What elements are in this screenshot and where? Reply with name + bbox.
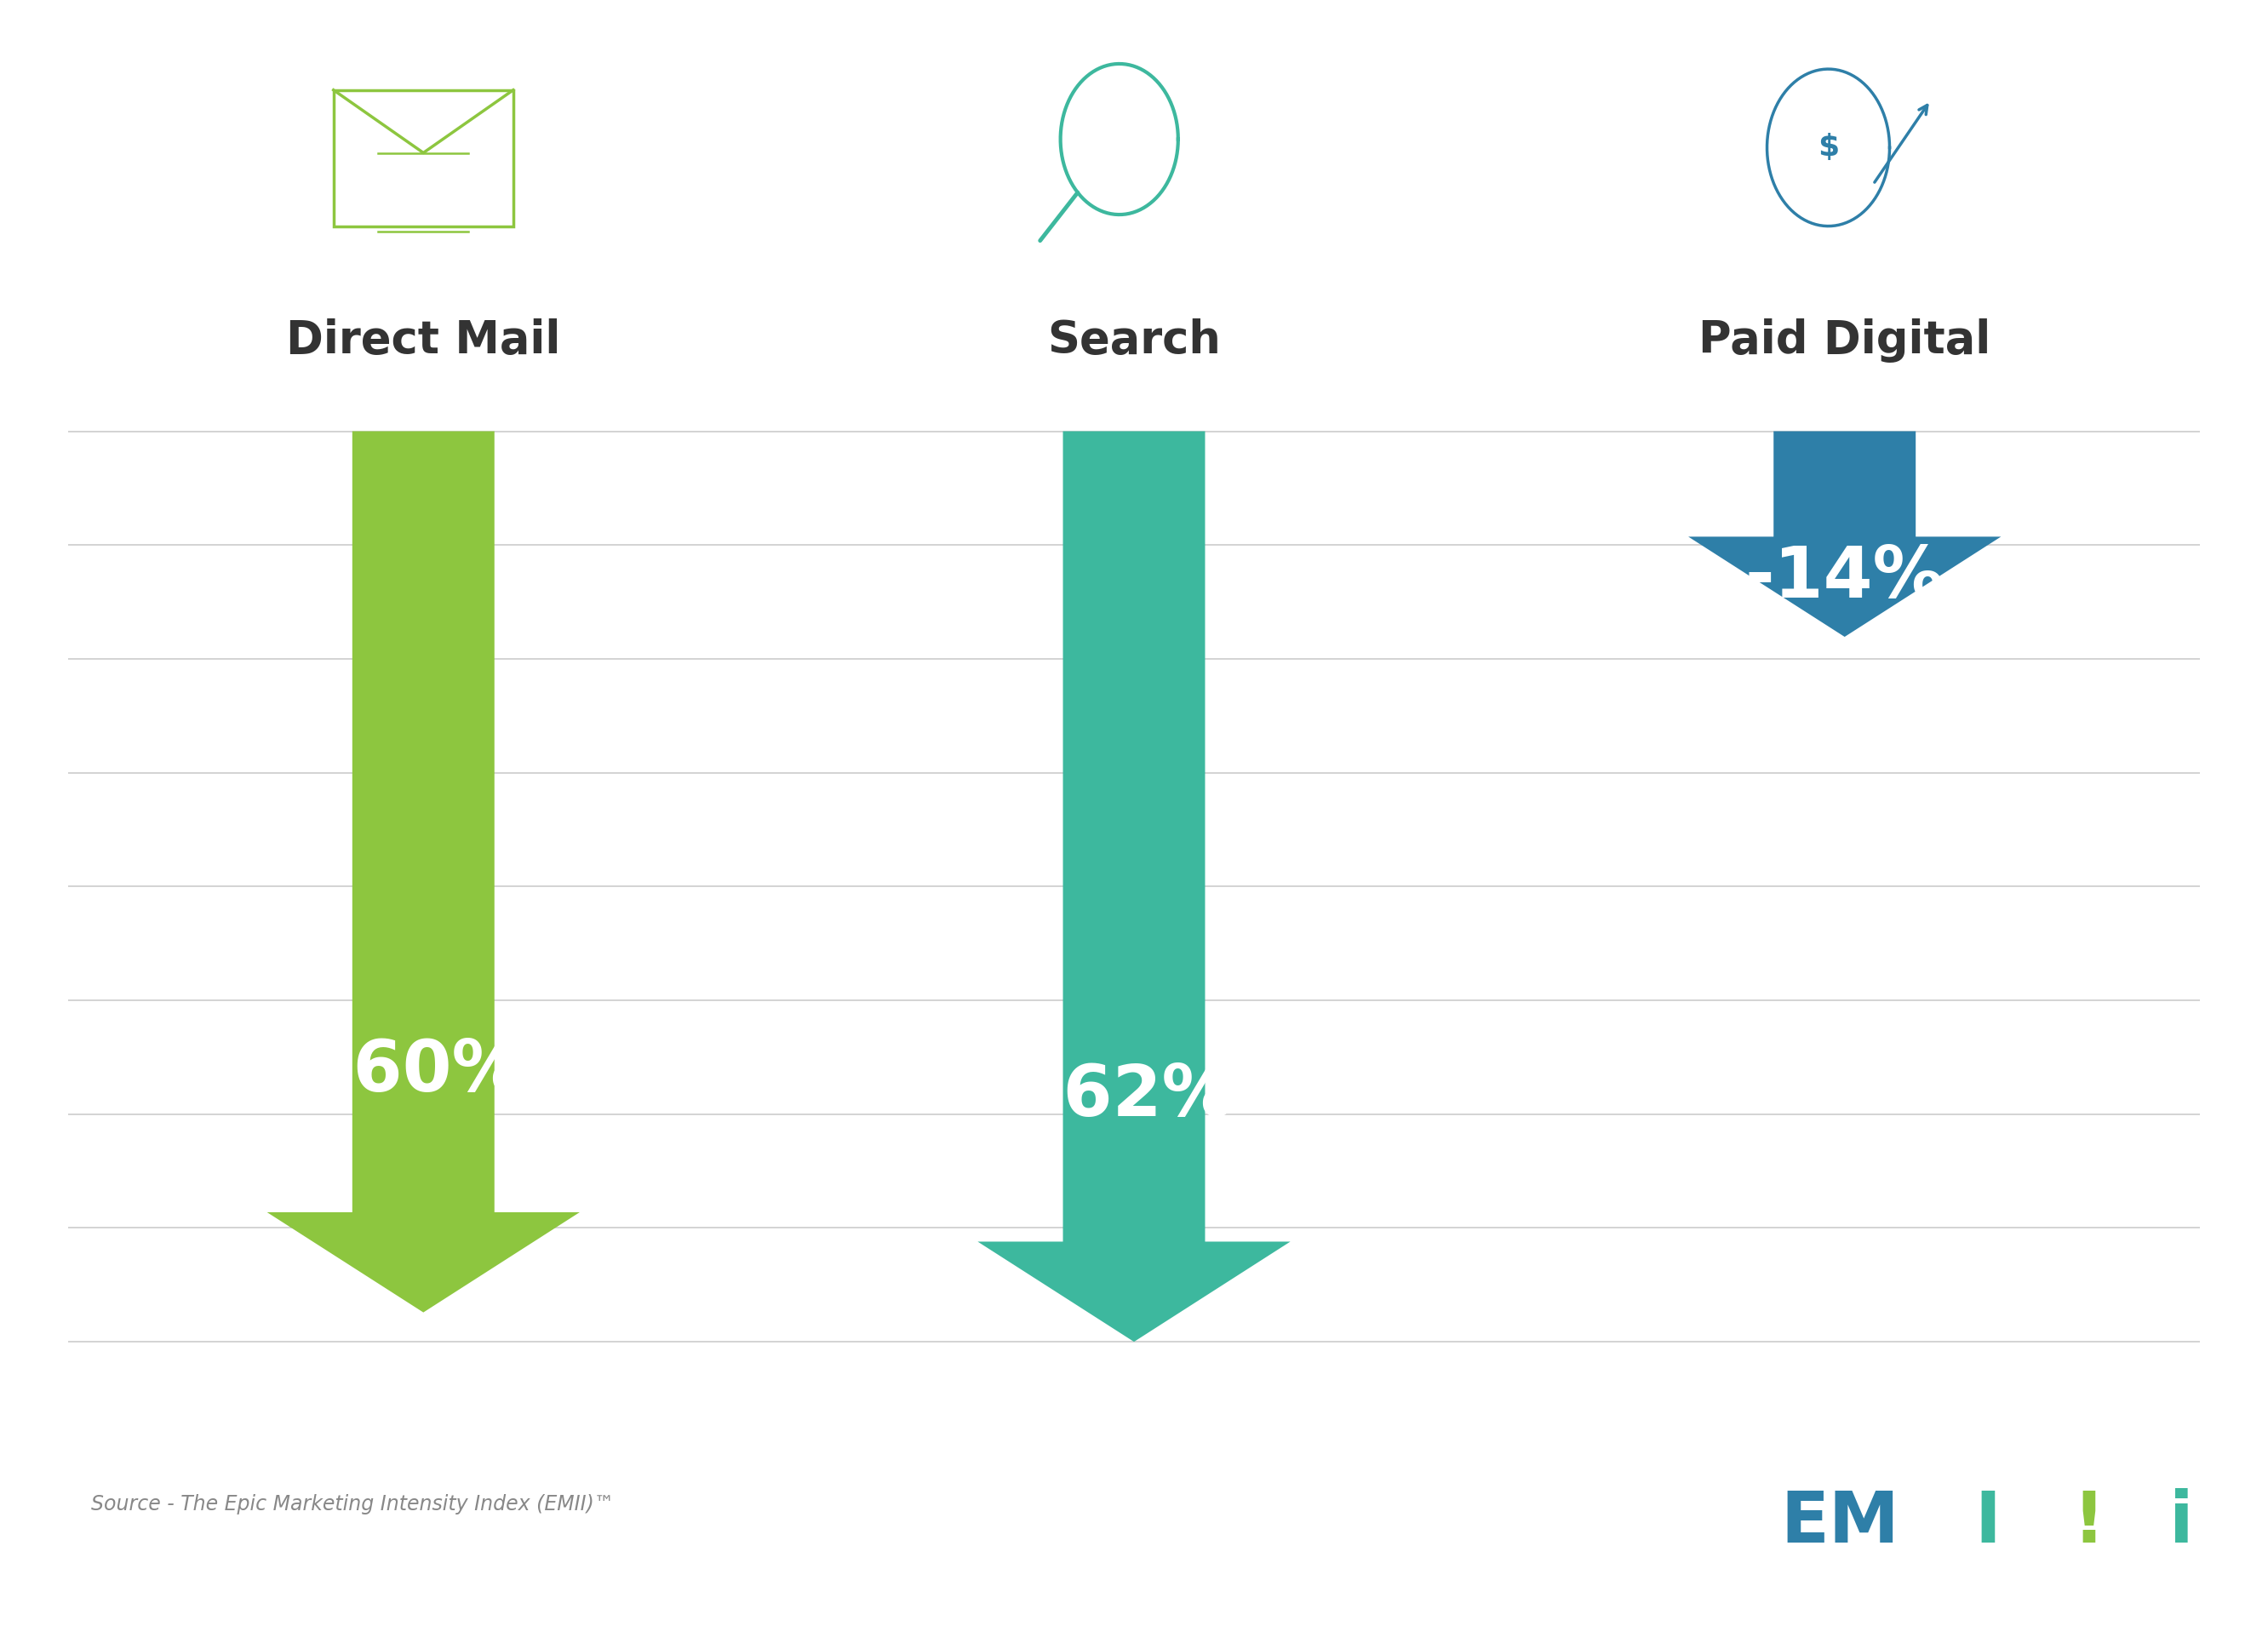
Polygon shape <box>1687 431 2000 637</box>
Text: i: i <box>2170 1488 2193 1556</box>
Text: Paid Digital: Paid Digital <box>1699 319 1991 363</box>
Text: -14%: -14% <box>1744 543 1944 611</box>
Text: Direct Mail: Direct Mail <box>286 319 560 363</box>
Text: % CHANGE IN EST. CHANNEL SPEND: Q2 2020 VS. Q2 2019: % CHANGE IN EST. CHANNEL SPEND: Q2 2020 … <box>127 46 2141 104</box>
Text: Search: Search <box>1048 319 1220 363</box>
Text: Source - The Epic Marketing Intensity Index (EMII)™: Source - The Epic Marketing Intensity In… <box>91 1494 615 1514</box>
Text: -60%: -60% <box>324 1037 524 1106</box>
Text: EM: EM <box>1780 1488 1901 1556</box>
Text: -62%: -62% <box>1034 1062 1234 1130</box>
Text: !: ! <box>2073 1488 2105 1556</box>
Polygon shape <box>978 431 1290 1341</box>
Text: I: I <box>1975 1488 2000 1556</box>
Text: $: $ <box>1817 133 1839 163</box>
Bar <box>333 89 513 226</box>
Polygon shape <box>268 431 581 1312</box>
